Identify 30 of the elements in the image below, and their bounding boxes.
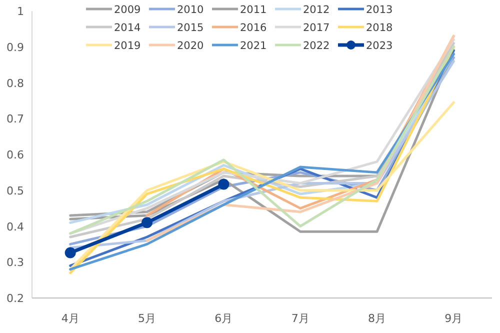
y-tick-label: 0.2 [6,292,24,305]
y-tick-label: 1 [17,5,24,18]
legend-label: 2017 [303,22,330,34]
legend-label: 2009 [114,4,141,16]
legend-label: 2013 [366,4,393,16]
x-tick-label: 7月 [291,312,310,325]
legend-label: 2023 [366,40,393,52]
x-tick-label: 8月 [368,312,386,325]
legend-label: 2021 [240,40,267,52]
y-tick-label: 0.6 [6,148,24,162]
x-tick-label: 5月 [138,312,156,325]
y-tick-label: 0.8 [6,76,24,90]
legend-label: 2020 [177,40,204,52]
x-tick-label: 6月 [214,312,233,325]
legend-label: 2019 [114,40,141,52]
y-tick-label: 0.7 [6,112,24,126]
legend-label: 2018 [366,22,393,34]
legend-label: 2015 [177,22,204,34]
y-tick-label: 0.9 [6,40,24,54]
y-tick-label: 0.3 [6,256,24,270]
x-tick-label: 4月 [61,312,80,325]
legend-label: 2012 [303,4,330,16]
legend-label: 2010 [177,4,204,16]
legend-label: 2014 [114,22,142,34]
legend-label: 2011 [240,4,267,16]
legend-label: 2022 [303,40,330,52]
y-tick-label: 0.5 [6,184,24,198]
legend-label: 2016 [240,22,268,34]
y-tick-label: 0.4 [6,220,24,234]
x-tick-label: 9月 [444,312,463,325]
